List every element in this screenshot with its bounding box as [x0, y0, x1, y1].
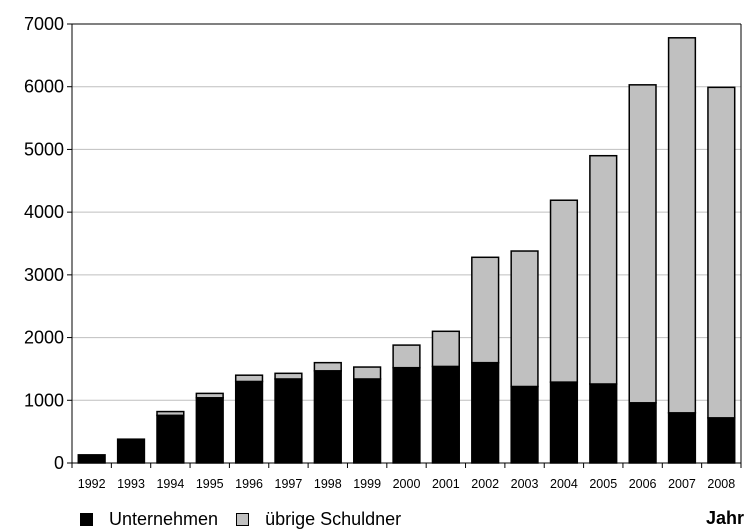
bar-unternehmen — [589, 383, 618, 464]
bar-unternehmen — [274, 378, 303, 464]
bar-unternehmen — [353, 378, 382, 464]
bar-uebrige-schuldner — [353, 366, 382, 380]
y-tick-label: 3000 — [24, 265, 64, 285]
bar-unternehmen — [431, 365, 460, 464]
y-tick-label: 6000 — [24, 77, 64, 97]
bar-uebrige-schuldner — [392, 344, 421, 369]
bar-unternehmen — [707, 417, 736, 464]
bar-unternehmen — [156, 414, 185, 464]
y-tick-label: 7000 — [24, 14, 64, 34]
bar-uebrige-schuldner — [156, 410, 185, 417]
bar-unternehmen — [392, 366, 421, 464]
bar-unternehmen — [234, 380, 264, 464]
bar-uebrige-schuldner — [510, 250, 539, 388]
x-tick-label: 2001 — [432, 477, 460, 491]
y-tick-label: 2000 — [24, 328, 64, 348]
x-tick-label: 2007 — [668, 477, 696, 491]
y-tick-label: 0 — [54, 453, 64, 473]
bar-unternehmen — [116, 438, 146, 464]
x-tick-label: 1999 — [353, 477, 381, 491]
x-tick-label: 2000 — [393, 477, 421, 491]
bar-unternehmen — [667, 412, 697, 464]
bar-uebrige-schuldner — [234, 374, 264, 383]
x-tick-label: 1994 — [156, 477, 184, 491]
bar-uebrige-schuldner — [707, 86, 736, 419]
bar-uebrige-schuldner — [274, 372, 303, 380]
x-tick-label: 2002 — [471, 477, 499, 491]
bar-uebrige-schuldner — [431, 330, 460, 368]
y-tick-label: 1000 — [24, 390, 64, 410]
y-tick-label: 4000 — [24, 202, 64, 222]
bar-uebrige-schuldner — [628, 84, 657, 404]
y-axis-ticks: 0 1000 2000 3000 4000 5000 6000 7000 — [24, 14, 72, 473]
x-tick-label: 2004 — [550, 477, 578, 491]
bar-uebrige-schuldner — [667, 37, 697, 414]
x-tick-label: 2008 — [707, 477, 735, 491]
bars — [77, 37, 736, 464]
bar-uebrige-schuldner — [195, 392, 224, 399]
legend-swatch-uebrige-schuldner — [236, 512, 250, 526]
plot-frame — [71, 23, 742, 464]
bar-unternehmen — [510, 385, 539, 464]
legend-swatch-unternehmen — [80, 512, 93, 526]
x-tick-label: 1995 — [196, 477, 224, 491]
y-tick-label: 5000 — [24, 139, 64, 159]
legend-item-unternehmen: Unternehmen — [80, 509, 218, 530]
x-tick-label: 1993 — [117, 477, 145, 491]
x-tick-label: 1998 — [314, 477, 342, 491]
x-axis-ticks: 1992 1993 1994 1995 1996 1997 1998 1999 2000 2001… — [71, 463, 742, 491]
bar-uebrige-schuldner — [471, 256, 500, 364]
x-tick-label: 1997 — [275, 477, 303, 491]
bar-uebrige-schuldner — [313, 361, 342, 372]
legend: Unternehmen übrige Schuldner — [80, 508, 419, 530]
bar-uebrige-schuldner — [589, 154, 618, 385]
bar-unternehmen — [313, 370, 342, 464]
bar-unternehmen — [628, 402, 657, 464]
x-tick-label: 1992 — [78, 477, 106, 491]
legend-item-uebrige-schuldner: übrige Schuldner — [236, 509, 401, 530]
bar-unternehmen — [549, 381, 579, 464]
x-tick-label: 2006 — [629, 477, 657, 491]
bar-unternehmen — [77, 454, 106, 464]
legend-label-uebrige-schuldner: übrige Schuldner — [265, 508, 402, 529]
x-tick-label: 1996 — [235, 477, 263, 491]
bar-uebrige-schuldner — [549, 199, 579, 383]
x-tick-label: 2005 — [589, 477, 617, 491]
x-axis-label: Jahr — [705, 508, 744, 528]
legend-label-unternehmen: Unternehmen — [109, 508, 219, 529]
bar-unternehmen — [471, 361, 500, 464]
x-tick-label: 2003 — [511, 477, 539, 491]
bar-unternehmen — [195, 397, 224, 464]
